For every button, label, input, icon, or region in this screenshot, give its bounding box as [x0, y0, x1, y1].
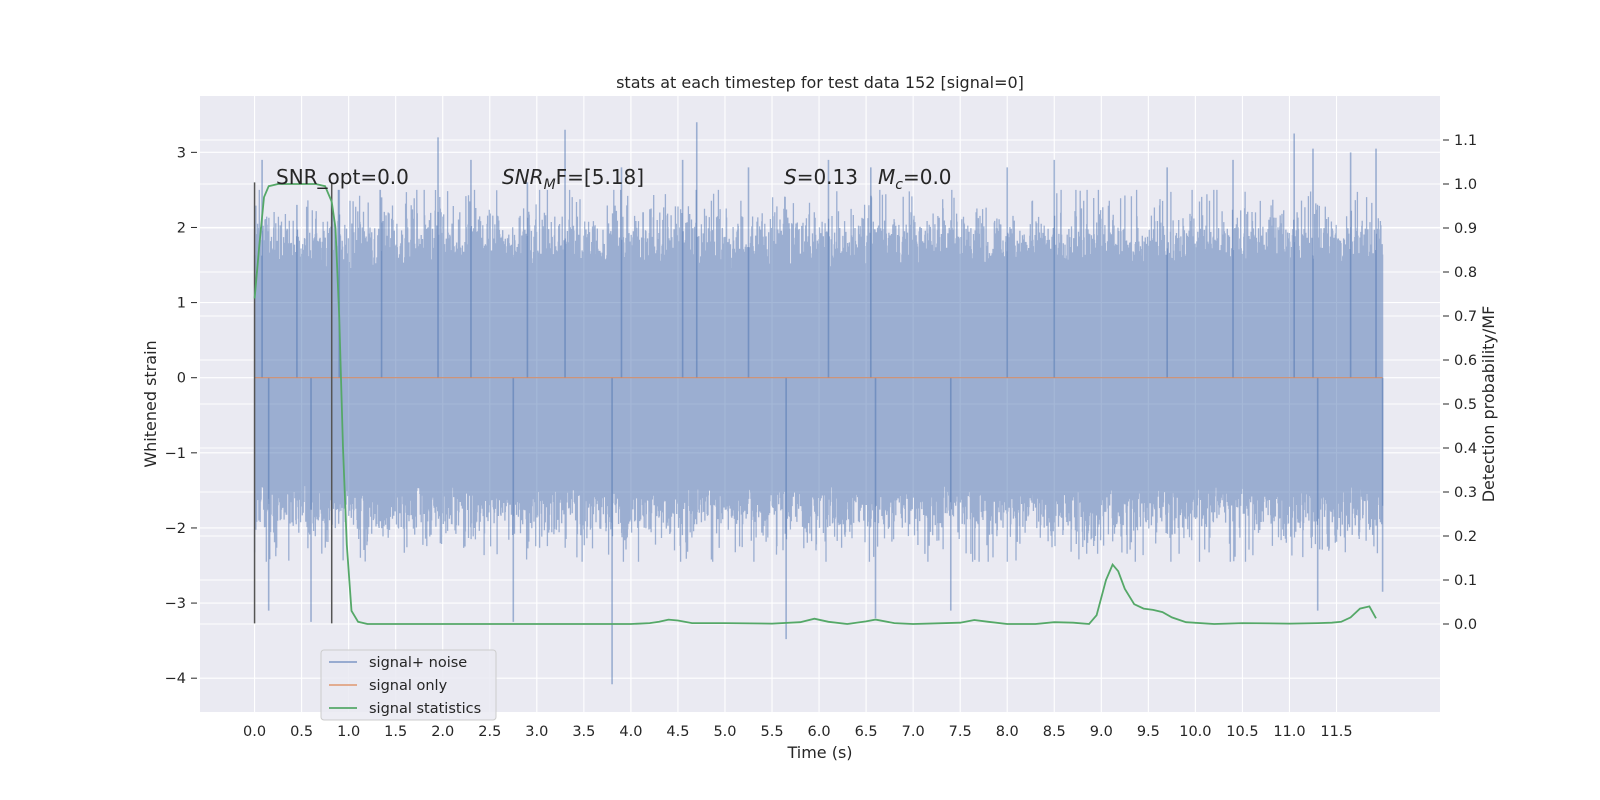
x-tick-label: 4.0 [619, 724, 642, 740]
right-y-axis-label: Detection probability/MF [1479, 306, 1498, 503]
x-tick-label: 8.0 [996, 724, 1019, 740]
x-tick-label: 7.0 [902, 724, 925, 740]
annotation-s-value: =0.13 [797, 165, 858, 189]
window-markers [253, 182, 333, 624]
series-signal-plus-noise [253, 122, 1384, 685]
x-tick-label: 5.5 [760, 724, 783, 740]
x-tick-label: 8.5 [1043, 724, 1066, 740]
x-tick-label: 1.0 [337, 724, 360, 740]
y-tick-label: 0 [177, 371, 186, 387]
x-tick-label: 10.0 [1179, 724, 1211, 740]
right-y-tick-labels: 1.1 1.0 0.9 0.8 0.7 0.6 0.5 0.4 0.3 0.2 0.1 0.0 [1443, 133, 1477, 633]
y-tick-label: −3 [165, 596, 186, 612]
annotation-snr-mf-subscript: M [544, 177, 556, 193]
right-y-tick-label: 0.7 [1454, 309, 1477, 325]
y-tick-label: −1 [165, 446, 186, 462]
x-tick-label: 9.5 [1137, 724, 1160, 740]
annotation-s: S=0.13 [784, 165, 858, 189]
x-tick-label: 4.5 [666, 724, 689, 740]
right-y-tick-label: 0.1 [1454, 573, 1477, 589]
legend-label-signal-only: signal only [369, 678, 448, 694]
right-y-tick-label: 0.8 [1454, 265, 1477, 281]
right-y-tick-label: 0.9 [1454, 221, 1477, 237]
x-tick-label: 7.5 [949, 724, 972, 740]
x-tick-label: 3.0 [525, 724, 548, 740]
legend-label-signal-statistics: signal statistics [369, 701, 481, 717]
right-y-tick-label: 1.1 [1454, 133, 1477, 149]
signal-statistics-line [253, 183, 1377, 625]
x-tick-label: 1.5 [384, 724, 407, 740]
x-tick-label: 10.5 [1226, 724, 1258, 740]
annotation-snr-mf-symbol: SNR [502, 165, 544, 189]
y-axis-label: Whitened strain [141, 340, 160, 467]
right-y-tick-label: 0.0 [1454, 617, 1477, 633]
x-tick-labels: 0.0 0.5 1.0 1.5 2.0 2.5 3.0 3.5 4.0 4.5 5.0 5.5 6.0 6… [243, 724, 1353, 740]
x-axis-label: Time (s) [786, 743, 852, 762]
y-tick-label: 2 [177, 220, 186, 236]
right-y-tick-label: 0.3 [1454, 485, 1477, 501]
x-tick-label: 0.5 [290, 724, 313, 740]
annotation-mc-value: =0.0 [903, 165, 952, 189]
series-signal-statistics [253, 183, 1377, 625]
x-tick-label: 2.5 [478, 724, 501, 740]
chart-title: stats at each timestep for test data 152… [616, 73, 1024, 92]
annotation-snr-mf-value: F=[5.18] [556, 165, 644, 189]
x-tick-label: 6.5 [855, 724, 878, 740]
annotation-snr-opt: SNR_opt=0.0 [276, 165, 409, 189]
x-tick-label: 11.5 [1320, 724, 1352, 740]
x-tick-label: 0.0 [243, 724, 266, 740]
y-tick-label: 1 [177, 296, 186, 312]
right-y-tick-label: 0.6 [1454, 353, 1477, 369]
legend-label-signal-plus-noise: signal+ noise [369, 655, 467, 671]
x-tick-label: 5.0 [713, 724, 736, 740]
right-y-tick-label: 0.5 [1454, 397, 1477, 413]
annotation-mc: Mc=0.0 [878, 165, 952, 193]
right-y-tick-label: 1.0 [1454, 177, 1477, 193]
x-tick-label: 2.0 [431, 724, 454, 740]
annotation-snr-mf: SNRMF=[5.18] [502, 165, 644, 193]
x-tick-label: 11.0 [1273, 724, 1305, 740]
x-tick-label: 6.0 [808, 724, 831, 740]
y-tick-labels: 3 2 1 0 −1 −2 −3 −4 [165, 145, 197, 687]
right-y-tick-label: 0.4 [1454, 441, 1477, 457]
legend: signal+ noise signal only signal statist… [320, 649, 497, 721]
annotation-s-symbol: S [784, 165, 797, 189]
x-tick-label: 3.5 [572, 724, 595, 740]
y-tick-label: −4 [165, 671, 186, 687]
annotation-mc-subscript: c [895, 177, 903, 193]
legend-box [320, 649, 497, 721]
annotation-mc-symbol: M [878, 165, 895, 189]
y-tick-label: −2 [165, 521, 186, 537]
right-y-tick-label: 0.2 [1454, 529, 1477, 545]
y-tick-label: 3 [177, 145, 186, 161]
x-tick-label: 9.0 [1090, 724, 1113, 740]
